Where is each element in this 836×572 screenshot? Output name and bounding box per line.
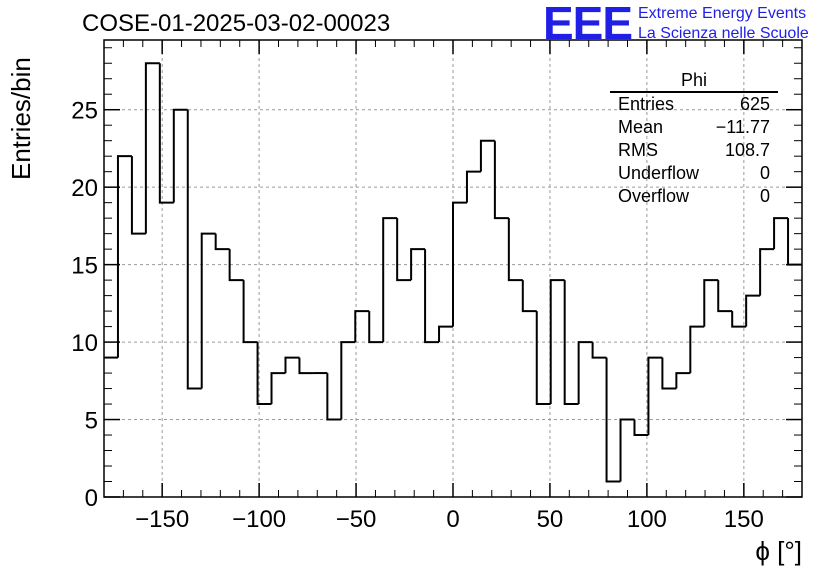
tick-labels: −150 −100 −50 0 50 100 150 0 5 10 15 20 25	[71, 98, 764, 533]
histogram-bin	[340, 341, 356, 420]
histogram-bin	[661, 357, 677, 390]
histogram-bin	[773, 217, 789, 250]
histogram-bin	[144, 62, 160, 234]
histogram-bin	[382, 217, 398, 343]
histogram-bin	[787, 218, 802, 266]
histogram-bin	[298, 357, 314, 375]
histogram-bin	[633, 419, 649, 437]
histogram-bin	[647, 356, 663, 436]
y-tick-label: 5	[85, 408, 98, 435]
histogram-bin	[452, 201, 467, 327]
histogram-bin	[703, 279, 719, 327]
stats-label: RMS	[618, 140, 658, 160]
histogram-bars	[104, 62, 802, 483]
histogram-bin	[759, 248, 775, 296]
stats-value: 108.7	[724, 140, 770, 160]
histogram-bin	[326, 373, 342, 421]
axis-ticks	[104, 40, 802, 498]
stats-value: 625	[739, 94, 770, 114]
histogram-bin	[410, 248, 426, 281]
stats-label: Mean	[618, 117, 664, 137]
eee-tagline: Extreme Energy Events La Scienza nelle S…	[638, 4, 809, 44]
x-tick-label: −150	[135, 506, 189, 533]
histogram-bin	[591, 342, 607, 359]
histogram-bin	[186, 109, 202, 390]
stats-row: Overflow 0	[610, 185, 778, 208]
histogram-bin	[745, 294, 761, 327]
histogram-bin	[116, 155, 132, 358]
stats-label: Entries	[618, 94, 675, 114]
stats-title: Phi	[610, 70, 778, 93]
histogram-bin	[228, 249, 244, 282]
stats-label: Underflow	[618, 163, 700, 183]
histogram-bin	[424, 249, 440, 344]
histogram-bin	[479, 139, 495, 172]
histogram-bin	[675, 372, 691, 389]
x-tick-label: −50	[336, 506, 377, 533]
x-axis-label: ϕ [°]	[755, 536, 802, 566]
y-axis-label: Entries/bin	[6, 57, 36, 180]
histogram-bin	[130, 156, 146, 235]
y-tick-label: 15	[71, 253, 98, 280]
histogram-bin	[731, 311, 747, 328]
stats-label: Overflow	[618, 186, 690, 206]
x-tick-label: 50	[537, 506, 564, 533]
eee-logo: EEE	[543, 0, 633, 49]
y-tick-label: 10	[71, 330, 98, 357]
eee-tagline-line2: La Scienza nelle Scuole	[638, 25, 809, 42]
stats-value: 0	[759, 186, 770, 206]
x-tick-label: −100	[232, 506, 286, 533]
histogram-bin	[549, 279, 565, 405]
histogram-bin	[717, 280, 733, 313]
histogram-bin	[465, 170, 481, 203]
y-tick-label: 20	[71, 175, 98, 202]
chart-title: COSE-01-2025-03-02-00023	[82, 10, 391, 37]
histogram-bin	[493, 140, 509, 220]
histogram-bin	[563, 280, 579, 406]
histogram-bin	[158, 63, 174, 204]
histogram-bin	[270, 372, 286, 405]
histogram-bin	[354, 310, 370, 343]
histogram-bin	[577, 341, 593, 405]
x-tick-label: 0	[446, 506, 459, 533]
histogram-bin	[214, 233, 230, 251]
histogram-bin	[200, 232, 216, 389]
histogram-bin	[521, 280, 537, 313]
histogram-bin	[619, 418, 635, 482]
stats-row: RMS 108.7	[610, 139, 778, 162]
x-tick-label: 100	[627, 506, 667, 533]
stats-value: −11.77	[715, 117, 770, 137]
histogram-bin	[368, 311, 384, 344]
histogram-bin	[284, 356, 300, 374]
histogram-bin	[605, 357, 621, 483]
histogram-bin	[396, 218, 412, 282]
stats-box: Phi Entries 625 Mean −11.77 RMS 108.7 Under…	[610, 70, 778, 208]
eee-tagline-line1: Extreme Energy Events	[638, 5, 807, 22]
x-tick-label: 150	[724, 506, 764, 533]
stats-row: Entries 625	[610, 93, 778, 116]
y-tick-label: 0	[85, 485, 98, 512]
histogram-bin	[507, 218, 523, 282]
histogram-bin	[689, 325, 705, 374]
stats-value: 0	[759, 163, 770, 183]
histogram-bin	[535, 311, 551, 406]
y-tick-label: 25	[71, 98, 98, 125]
histogram-bin	[172, 108, 188, 203]
histogram-bin	[242, 280, 258, 344]
histogram-bin	[256, 342, 272, 406]
stats-row: Mean −11.77	[610, 116, 778, 139]
histogram-bin	[438, 325, 453, 343]
stats-row: Underflow 0	[610, 162, 778, 185]
